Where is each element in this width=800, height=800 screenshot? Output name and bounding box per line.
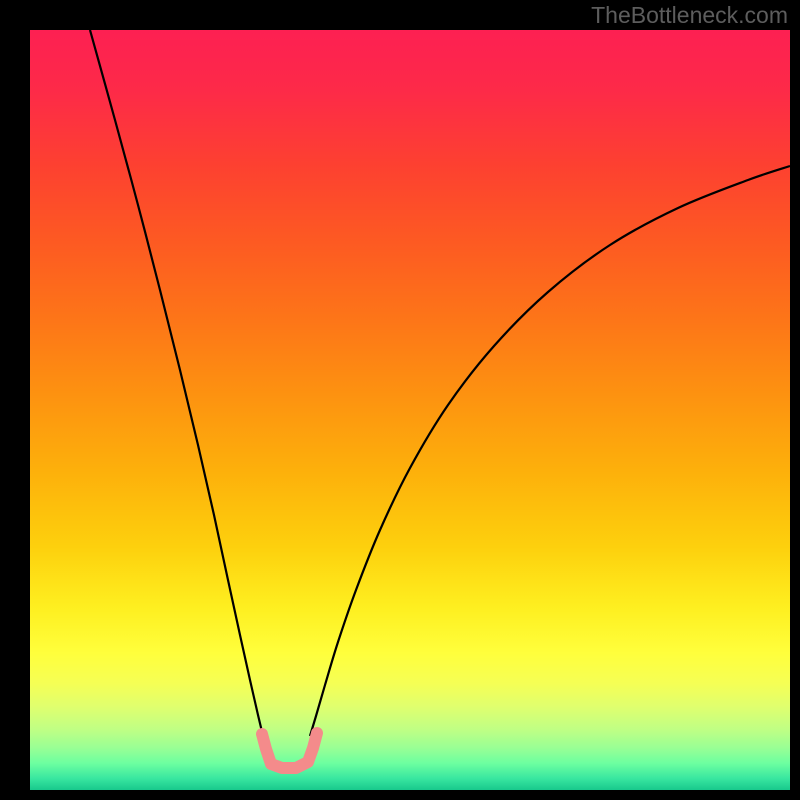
plot-area <box>30 30 790 790</box>
border-bottom <box>0 790 800 800</box>
border-left <box>0 0 30 800</box>
watermark-text: TheBottleneck.com <box>591 2 788 29</box>
border-right <box>790 0 800 800</box>
heat-gradient-background <box>30 30 790 790</box>
chart-frame: TheBottleneck.com <box>0 0 800 800</box>
